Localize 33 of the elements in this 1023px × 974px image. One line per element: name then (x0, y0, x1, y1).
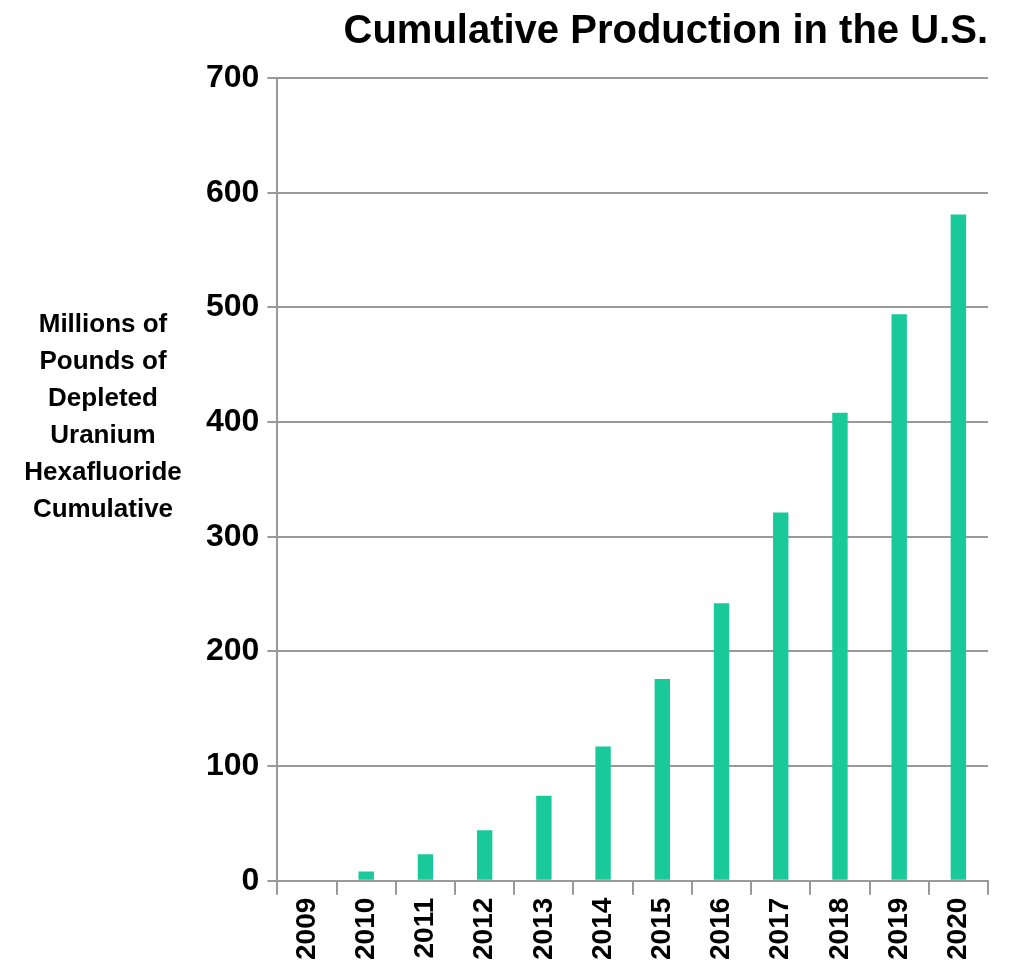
chart-title: Cumulative Production in the U.S. (343, 7, 988, 52)
bar (476, 830, 493, 880)
bar (832, 412, 848, 880)
y-tick-label: 700 (206, 57, 260, 94)
bar (358, 871, 374, 880)
x-tick-label: 2012 (467, 897, 499, 961)
bar (950, 214, 967, 880)
x-tick-label: 2017 (763, 897, 795, 961)
x-tick-label: 2015 (645, 897, 677, 961)
x-tick-label: 2011 (408, 897, 440, 959)
x-tick-label: 2014 (585, 897, 617, 961)
bar (713, 603, 730, 880)
bar (595, 746, 611, 880)
bar (773, 512, 789, 880)
x-tick-label: 2020 (941, 897, 973, 961)
y-axis-title: Millions of Pounds of Depleted Uranium Hexafluoride Cumulative (23, 306, 183, 525)
y-tick-label: 600 (206, 172, 260, 209)
bar (536, 795, 552, 880)
bar (654, 678, 670, 880)
y-tick-label: 500 (206, 287, 260, 324)
x-tick-label: 2016 (704, 897, 736, 961)
y-tick-label: 200 (206, 631, 260, 668)
x-tick-label: 2018 (822, 897, 854, 961)
y-tick-label: 0 (241, 860, 260, 897)
x-tick-label: 2019 (881, 897, 913, 961)
bar (417, 854, 434, 880)
y-tick-label: 100 (206, 745, 260, 782)
x-tick-label: 2013 (526, 897, 558, 961)
bar (891, 314, 907, 880)
x-tick-label: 2009 (289, 897, 321, 961)
y-tick-label: 300 (206, 516, 260, 553)
x-tick-label: 2010 (348, 897, 380, 961)
y-tick-label: 400 (206, 401, 260, 438)
